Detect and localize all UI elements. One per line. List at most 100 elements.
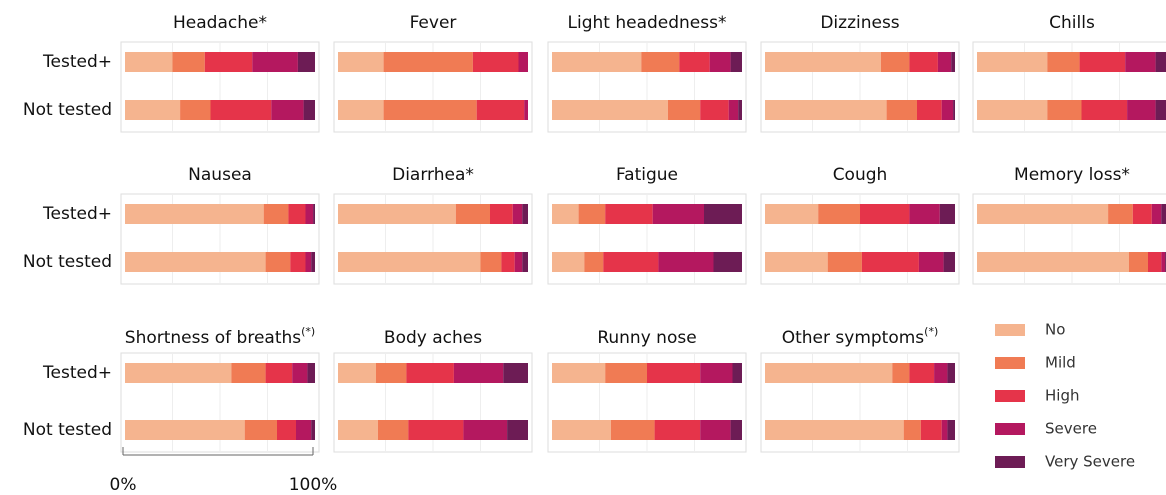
bar-segment [480,252,502,272]
panel-title: Fatigue [616,165,678,185]
bar-segment [406,363,454,383]
bar-segment [524,100,528,120]
bar-segment [977,100,1048,120]
bar-segment [765,204,819,224]
row-label: Tested+ [42,363,112,383]
panel-title-text: Light headedness* [568,13,727,33]
bar-segment [700,100,729,120]
bar-segment [652,204,704,224]
bar-segment [1108,204,1133,224]
bar-segment [1132,204,1152,224]
bar-segment [713,252,742,272]
bar-segment [641,52,680,72]
panel-title: Body aches [384,328,482,348]
bar-segment [860,204,910,224]
bar-segment [125,252,266,272]
bar-segment [920,420,942,440]
panel-title-text: Cough [833,165,888,185]
bar-segment [1155,52,1166,72]
bar-segment [376,363,407,383]
bar-segment [880,52,910,72]
legend-label: No [1045,321,1065,339]
bar-segment [231,363,266,383]
bar-segment [463,420,508,440]
bar-segment [704,204,742,224]
bar-segment [408,420,464,440]
legend-swatch [995,423,1025,435]
bar-segment [679,52,710,72]
bar-segment [512,204,523,224]
bar-segment [647,363,701,383]
legend-swatch [995,324,1025,336]
panel-title: Chills [1049,13,1095,33]
row-label: Not tested [23,420,112,440]
bar-segment [977,204,1109,224]
bar-segment [584,252,604,272]
bar-segment [827,252,862,272]
bar-segment [909,204,940,224]
bar-segment [476,100,525,120]
bar-segment [307,363,315,383]
bar-segment [514,252,523,272]
bar-segment [503,363,528,383]
legend-label: High [1045,387,1079,405]
bar-segment [383,52,473,72]
panel-title-text: Other symptoms [782,328,925,348]
bar-segment [943,252,955,272]
bar-segment [730,52,742,72]
legend-label: Very Severe [1045,453,1135,471]
panel-title-text: Chills [1049,13,1095,33]
bar-segment [313,204,315,224]
panel-title-text: Shortness of breaths [125,328,301,348]
panel-title-mark: (*) [301,325,315,338]
bar-segment [947,363,955,383]
row-label: Not tested [23,252,112,272]
bar-segment [453,363,504,383]
legend-label: Severe [1045,420,1097,438]
bar-segment [700,363,733,383]
bar-segment [765,100,887,120]
bar-segment [472,52,519,72]
x-tick-label: 0% [110,475,137,495]
bar-segment [861,252,919,272]
bar-segment [941,420,948,440]
bar-segment [125,52,173,72]
bar-segment [338,204,456,224]
bar-segment [1081,100,1128,120]
bar-segment [909,363,935,383]
panel-title: Runny nose [597,328,696,348]
panel-title-text: Headache* [173,13,267,33]
bar-segment [886,100,917,120]
bar-segment [290,252,306,272]
bar-segment [244,420,277,440]
bar-segment [288,204,306,224]
bar-segment [603,252,659,272]
bar-segment [1155,100,1166,120]
bar-segment [271,100,304,120]
bar-segment [297,52,315,72]
bar-segment [730,420,742,440]
bar-segment [265,252,291,272]
row-label: Tested+ [42,52,112,72]
panel-title: Fever [410,13,457,33]
bar-segment [1125,52,1156,72]
bar-segment [941,100,954,120]
panel-title: Other symptoms(*) [782,325,939,348]
bar-segment [658,252,714,272]
bar-segment [654,420,701,440]
bar-segment [667,100,701,120]
bar-segment [125,100,181,120]
row-label: Tested+ [42,204,112,224]
bar-segment [605,204,653,224]
bar-segment [296,420,312,440]
bar-segment [252,52,298,72]
bar-segment [765,363,893,383]
bar-segment [305,252,312,272]
panel-title: Diarrhea* [392,165,474,185]
bar-segment [1047,100,1082,120]
bar-segment [1161,252,1166,272]
bar-segment [172,52,205,72]
bar-segment [377,420,409,440]
bar-segment [1161,204,1166,224]
panel-title: Shortness of breaths(*) [125,325,315,348]
